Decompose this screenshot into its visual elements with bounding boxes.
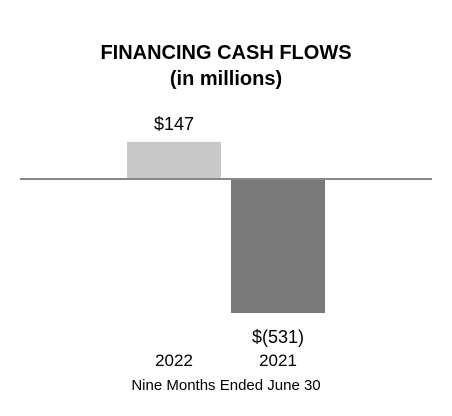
chart-subtitle: (in millions) — [169, 68, 283, 90]
bar-2022 — [127, 141, 221, 179]
data-label-2021: $(531) — [252, 327, 304, 347]
chart-title: FINANCING CASH FLOWS — [100, 42, 352, 64]
bar-2021 — [231, 179, 325, 313]
x-tick-label-2021: 2021 — [259, 351, 297, 370]
data-label-2022: $147 — [154, 114, 194, 134]
x-axis-label: Nine Months Ended June 30 — [131, 377, 320, 394]
x-tick-label-2022: 2022 — [155, 351, 193, 370]
